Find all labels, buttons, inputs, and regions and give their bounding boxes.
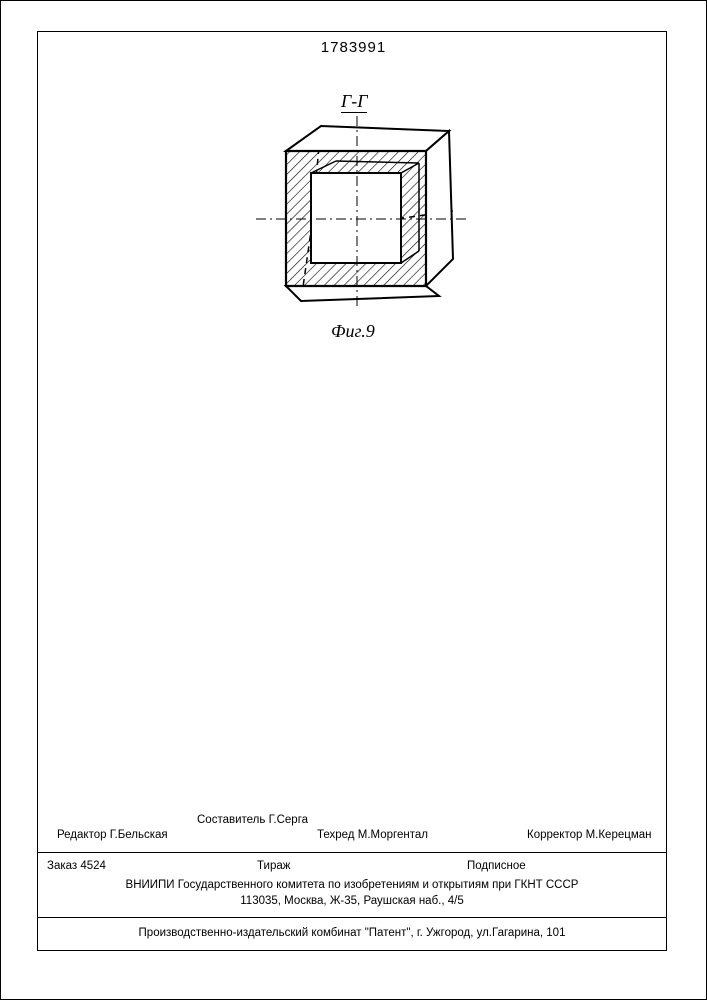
divider-2 (37, 917, 667, 918)
tech-label: Техред (317, 829, 355, 841)
divider (37, 852, 667, 853)
figure-caption: Фиг.9 (331, 321, 375, 342)
tech-name: М.Моргентал (358, 829, 428, 841)
page-frame: 1783991 Г-Г (0, 0, 707, 1000)
editor-label: Редактор (57, 829, 107, 841)
org-line2: 113035, Москва, Ж-35, Раушская наб., 4/5 (47, 894, 657, 910)
front-inner (311, 173, 401, 263)
figure-svg (241, 91, 481, 311)
compiler-name: Г.Серга (269, 814, 308, 826)
figure-9: Г-Г (241, 91, 481, 361)
corrector-name: М.Керецман (586, 829, 652, 841)
subscription: Подписное (467, 859, 526, 875)
org-address: ВНИИПИ Государственного комитета по изоб… (37, 876, 667, 915)
order-number: Заказ 4524 (47, 859, 257, 875)
editor-name: Г.Бельская (110, 829, 168, 841)
order-row: Заказ 4524 Тираж Подписное (37, 855, 667, 877)
section-label: Г-Г (341, 91, 367, 113)
imprint-block: Составитель Г.Серга Редактор Г.Бельская … (37, 811, 667, 944)
patent-number: 1783991 (321, 39, 386, 56)
corrector-label: Корректор (527, 829, 582, 841)
compiler-label: Составитель (197, 814, 265, 826)
publisher: Производственно-издательский комбинат "П… (37, 920, 667, 944)
circulation: Тираж (257, 859, 467, 875)
org-line1: ВНИИПИ Государственного комитета по изоб… (47, 878, 657, 894)
credits: Составитель Г.Серга Редактор Г.Бельская … (37, 811, 667, 850)
